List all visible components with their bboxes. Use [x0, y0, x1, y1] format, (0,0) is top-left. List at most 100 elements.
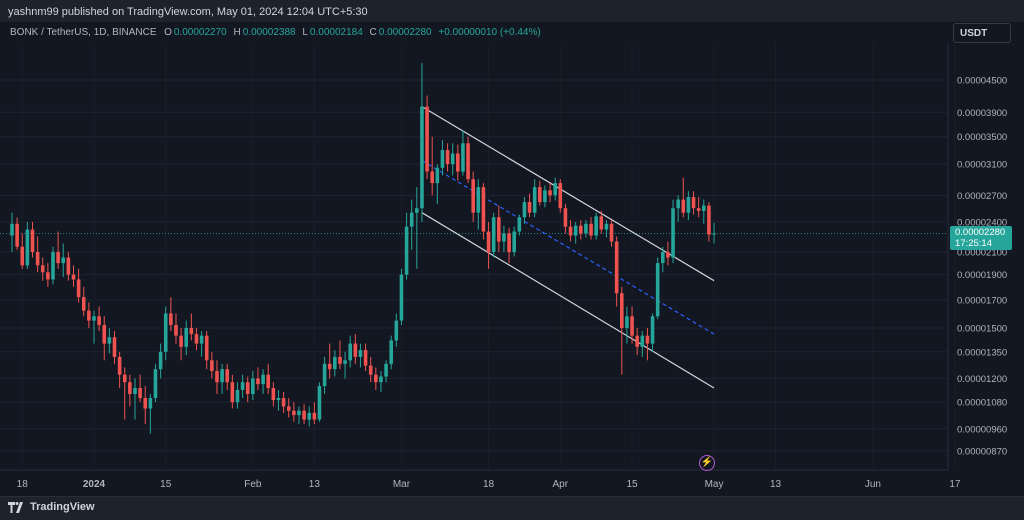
- price-tick-label: 0.00003500: [957, 132, 1007, 143]
- candle: [210, 351, 214, 379]
- candle: [163, 306, 168, 361]
- candle-body: [348, 343, 352, 361]
- candle: [548, 183, 552, 203]
- candle: [409, 199, 414, 250]
- candle-body: [430, 171, 434, 184]
- candle: [614, 236, 619, 307]
- candle-body: [215, 370, 219, 383]
- low-label: L: [302, 27, 308, 38]
- candle: [138, 374, 142, 403]
- price-tick-label: 0.00000870: [957, 447, 1007, 458]
- candle-body: [281, 398, 286, 407]
- change-value: +0.00000010 (+0.44%): [438, 27, 541, 38]
- candle: [235, 382, 240, 409]
- candle: [671, 199, 675, 264]
- symbol-name[interactable]: BONK / TetherUS, 1D, BINANCE: [10, 27, 157, 38]
- price-tick-label: 0.00003900: [957, 108, 1007, 119]
- candle-body: [10, 223, 14, 236]
- lightning-icon[interactable]: ⚡: [699, 455, 715, 471]
- candle-body: [358, 350, 363, 357]
- candle: [204, 331, 209, 370]
- candle: [625, 306, 629, 344]
- time-tick-label: May: [705, 479, 724, 490]
- candle-body: [671, 208, 675, 258]
- candle: [312, 402, 317, 425]
- candle-body: [563, 208, 568, 227]
- last-price-value: 0.00002280: [955, 227, 1006, 238]
- candle-body: [153, 369, 158, 399]
- candle-body: [650, 316, 655, 344]
- candle-body: [102, 325, 107, 344]
- candle: [292, 402, 296, 422]
- candle: [317, 382, 322, 422]
- time-tick-label: 15: [160, 479, 172, 490]
- candle-body: [56, 252, 60, 264]
- candle: [343, 351, 347, 379]
- candle: [148, 393, 153, 434]
- candle-body: [292, 410, 296, 416]
- candle: [302, 404, 306, 425]
- bar-countdown: 17:25:14: [955, 238, 992, 249]
- candle-body: [707, 205, 711, 235]
- candle-body: [76, 279, 81, 298]
- candle-body: [440, 150, 445, 168]
- open-value: 0.00002270: [173, 27, 227, 38]
- candle: [379, 370, 383, 392]
- candle: [389, 335, 393, 370]
- candle-body: [307, 412, 312, 420]
- candle-body: [158, 351, 163, 370]
- candle: [46, 263, 50, 287]
- candle-body: [261, 374, 265, 385]
- candle: [599, 210, 604, 234]
- candle: [199, 331, 204, 357]
- candle-body: [256, 378, 260, 385]
- candle: [179, 328, 183, 361]
- candle-body: [399, 274, 404, 321]
- candle-body: [266, 374, 271, 389]
- time-tick-label: 13: [770, 479, 782, 490]
- candle-body: [476, 187, 481, 213]
- candle-body: [584, 223, 588, 234]
- candle: [532, 179, 537, 218]
- candle-body: [497, 217, 501, 242]
- candle-body: [302, 410, 306, 420]
- candle: [281, 391, 286, 413]
- candle: [71, 265, 76, 287]
- candle: [143, 386, 148, 425]
- candle: [645, 328, 650, 361]
- candle: [87, 302, 91, 329]
- candle: [660, 246, 665, 273]
- candle-body: [394, 320, 399, 341]
- candle: [327, 343, 332, 379]
- candle-body: [327, 363, 332, 370]
- candle: [117, 351, 122, 389]
- candle: [563, 203, 568, 234]
- candle-body: [322, 363, 327, 387]
- candle: [512, 226, 516, 257]
- candle-body: [527, 202, 532, 213]
- price-axis: 0.00004500 0.00003900 0.00003500 0.00003100…: [957, 76, 1007, 458]
- candle-body: [35, 252, 40, 266]
- candle-body: [538, 187, 542, 203]
- candle-body: [389, 340, 393, 364]
- candle: [491, 212, 496, 258]
- time-tick-label: Feb: [244, 479, 262, 490]
- candle: [543, 185, 547, 208]
- candle-body: [122, 374, 127, 383]
- candle-body: [630, 316, 634, 336]
- candle-body: [466, 143, 470, 180]
- time-axis: 18 2024 15 Feb 13 Mar 18 Apr 15 May 13 Jun 17: [17, 479, 961, 490]
- candle-body: [107, 337, 112, 344]
- candle-body: [286, 406, 291, 411]
- candle: [435, 164, 440, 204]
- candle: [261, 369, 265, 394]
- tradingview-brand[interactable]: TradingView: [8, 501, 95, 513]
- chart-grid: [0, 44, 956, 471]
- candle-body: [425, 106, 429, 172]
- currency-button[interactable]: USDT: [953, 23, 1011, 43]
- candle-body: [486, 231, 491, 253]
- candle: [594, 212, 598, 240]
- candle-body: [507, 233, 511, 253]
- candle-body: [456, 153, 460, 172]
